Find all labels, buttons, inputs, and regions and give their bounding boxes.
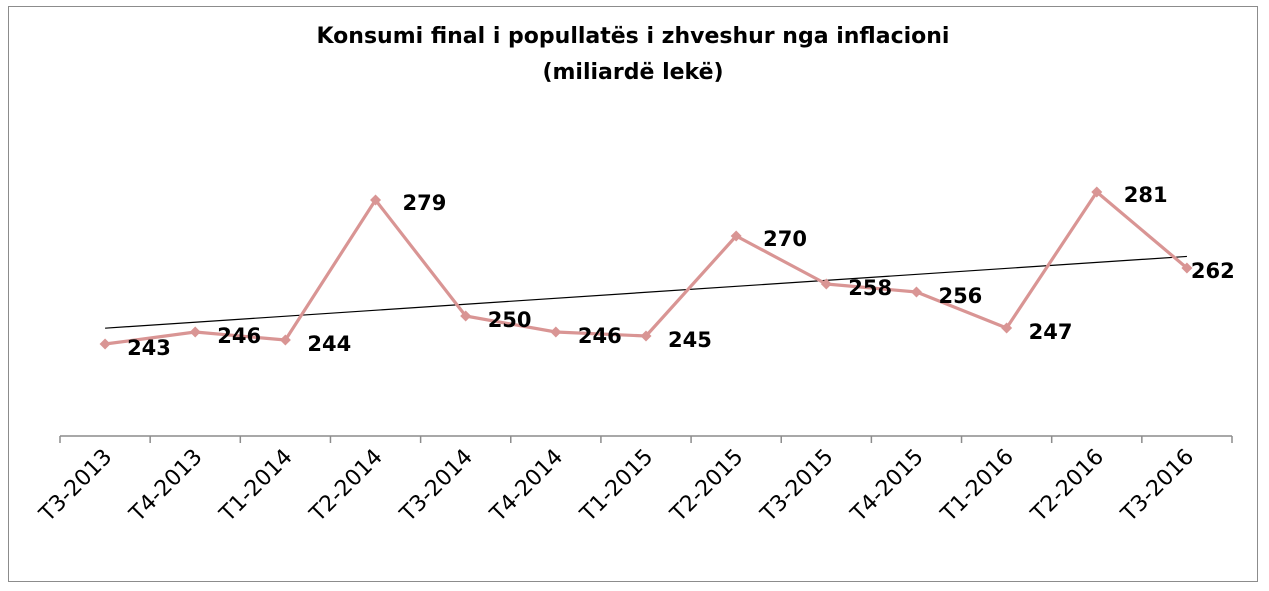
x-tick-label: T4-2013: [124, 445, 207, 528]
data-label: 243: [127, 336, 171, 360]
data-label: 281: [1124, 183, 1168, 207]
data-label: 246: [578, 324, 622, 348]
data-point: [370, 194, 382, 206]
x-tick-label: T2-2015: [665, 445, 748, 528]
chart-title-line2: (miliardë lekë): [542, 60, 724, 85]
data-point: [99, 338, 111, 350]
data-label: 247: [1029, 320, 1073, 344]
data-label: 270: [763, 227, 807, 251]
data-point: [189, 326, 201, 338]
chart-title: Konsumi final i popullatës i zhveshur ng…: [9, 19, 1257, 91]
x-tick-label: T2-2016: [1026, 445, 1109, 528]
x-tick-label: T4-2014: [485, 445, 568, 528]
x-tick-label: T3-2013: [34, 445, 117, 528]
data-label: 245: [668, 328, 712, 352]
data-point: [1181, 262, 1193, 274]
trendline: [105, 255, 1187, 329]
x-tick-label: T3-2016: [1116, 445, 1199, 528]
x-axis: [59, 435, 1233, 443]
data-point: [910, 286, 922, 298]
x-tick-labels: T3-2013 T4-2013 T1-2014 T2-2014 T3-2014 T4-20…: [34, 445, 1199, 528]
x-tick-label: T1-2015: [575, 445, 658, 528]
x-tick-label: T4-2015: [846, 445, 929, 528]
data-point: [279, 334, 291, 346]
chart-frame: Konsumi final i popullatës i zhveshur ng…: [8, 6, 1258, 582]
x-tick-label: T2-2014: [305, 445, 388, 528]
series-layer: [99, 186, 1193, 350]
trendline-layer: [105, 255, 1187, 329]
data-point: [820, 278, 832, 290]
data-label: 258: [848, 276, 892, 300]
data-point: [460, 310, 472, 322]
data-label: 246: [217, 324, 261, 348]
data-point: [640, 330, 652, 342]
x-tick-label: T3-2015: [756, 445, 839, 528]
series-line: [104, 190, 1188, 346]
x-tick-label: T1-2016: [936, 445, 1019, 528]
data-label: 250: [488, 308, 532, 332]
data-label: 262: [1191, 259, 1235, 283]
x-tick-label: T1-2014: [215, 445, 298, 528]
data-point: [730, 230, 742, 242]
data-point: [550, 326, 562, 338]
data-labels: 243 246 244 279 250 246 245 270 258 256 247 281 262: [127, 183, 1235, 360]
x-tick-label: T3-2014: [395, 445, 478, 528]
data-point: [1091, 186, 1103, 198]
data-point: [1001, 322, 1013, 334]
data-label: 244: [307, 332, 351, 356]
data-label: 256: [938, 284, 982, 308]
data-label: 279: [403, 191, 447, 215]
chart-title-line1: Konsumi final i popullatës i zhveshur ng…: [316, 24, 950, 49]
